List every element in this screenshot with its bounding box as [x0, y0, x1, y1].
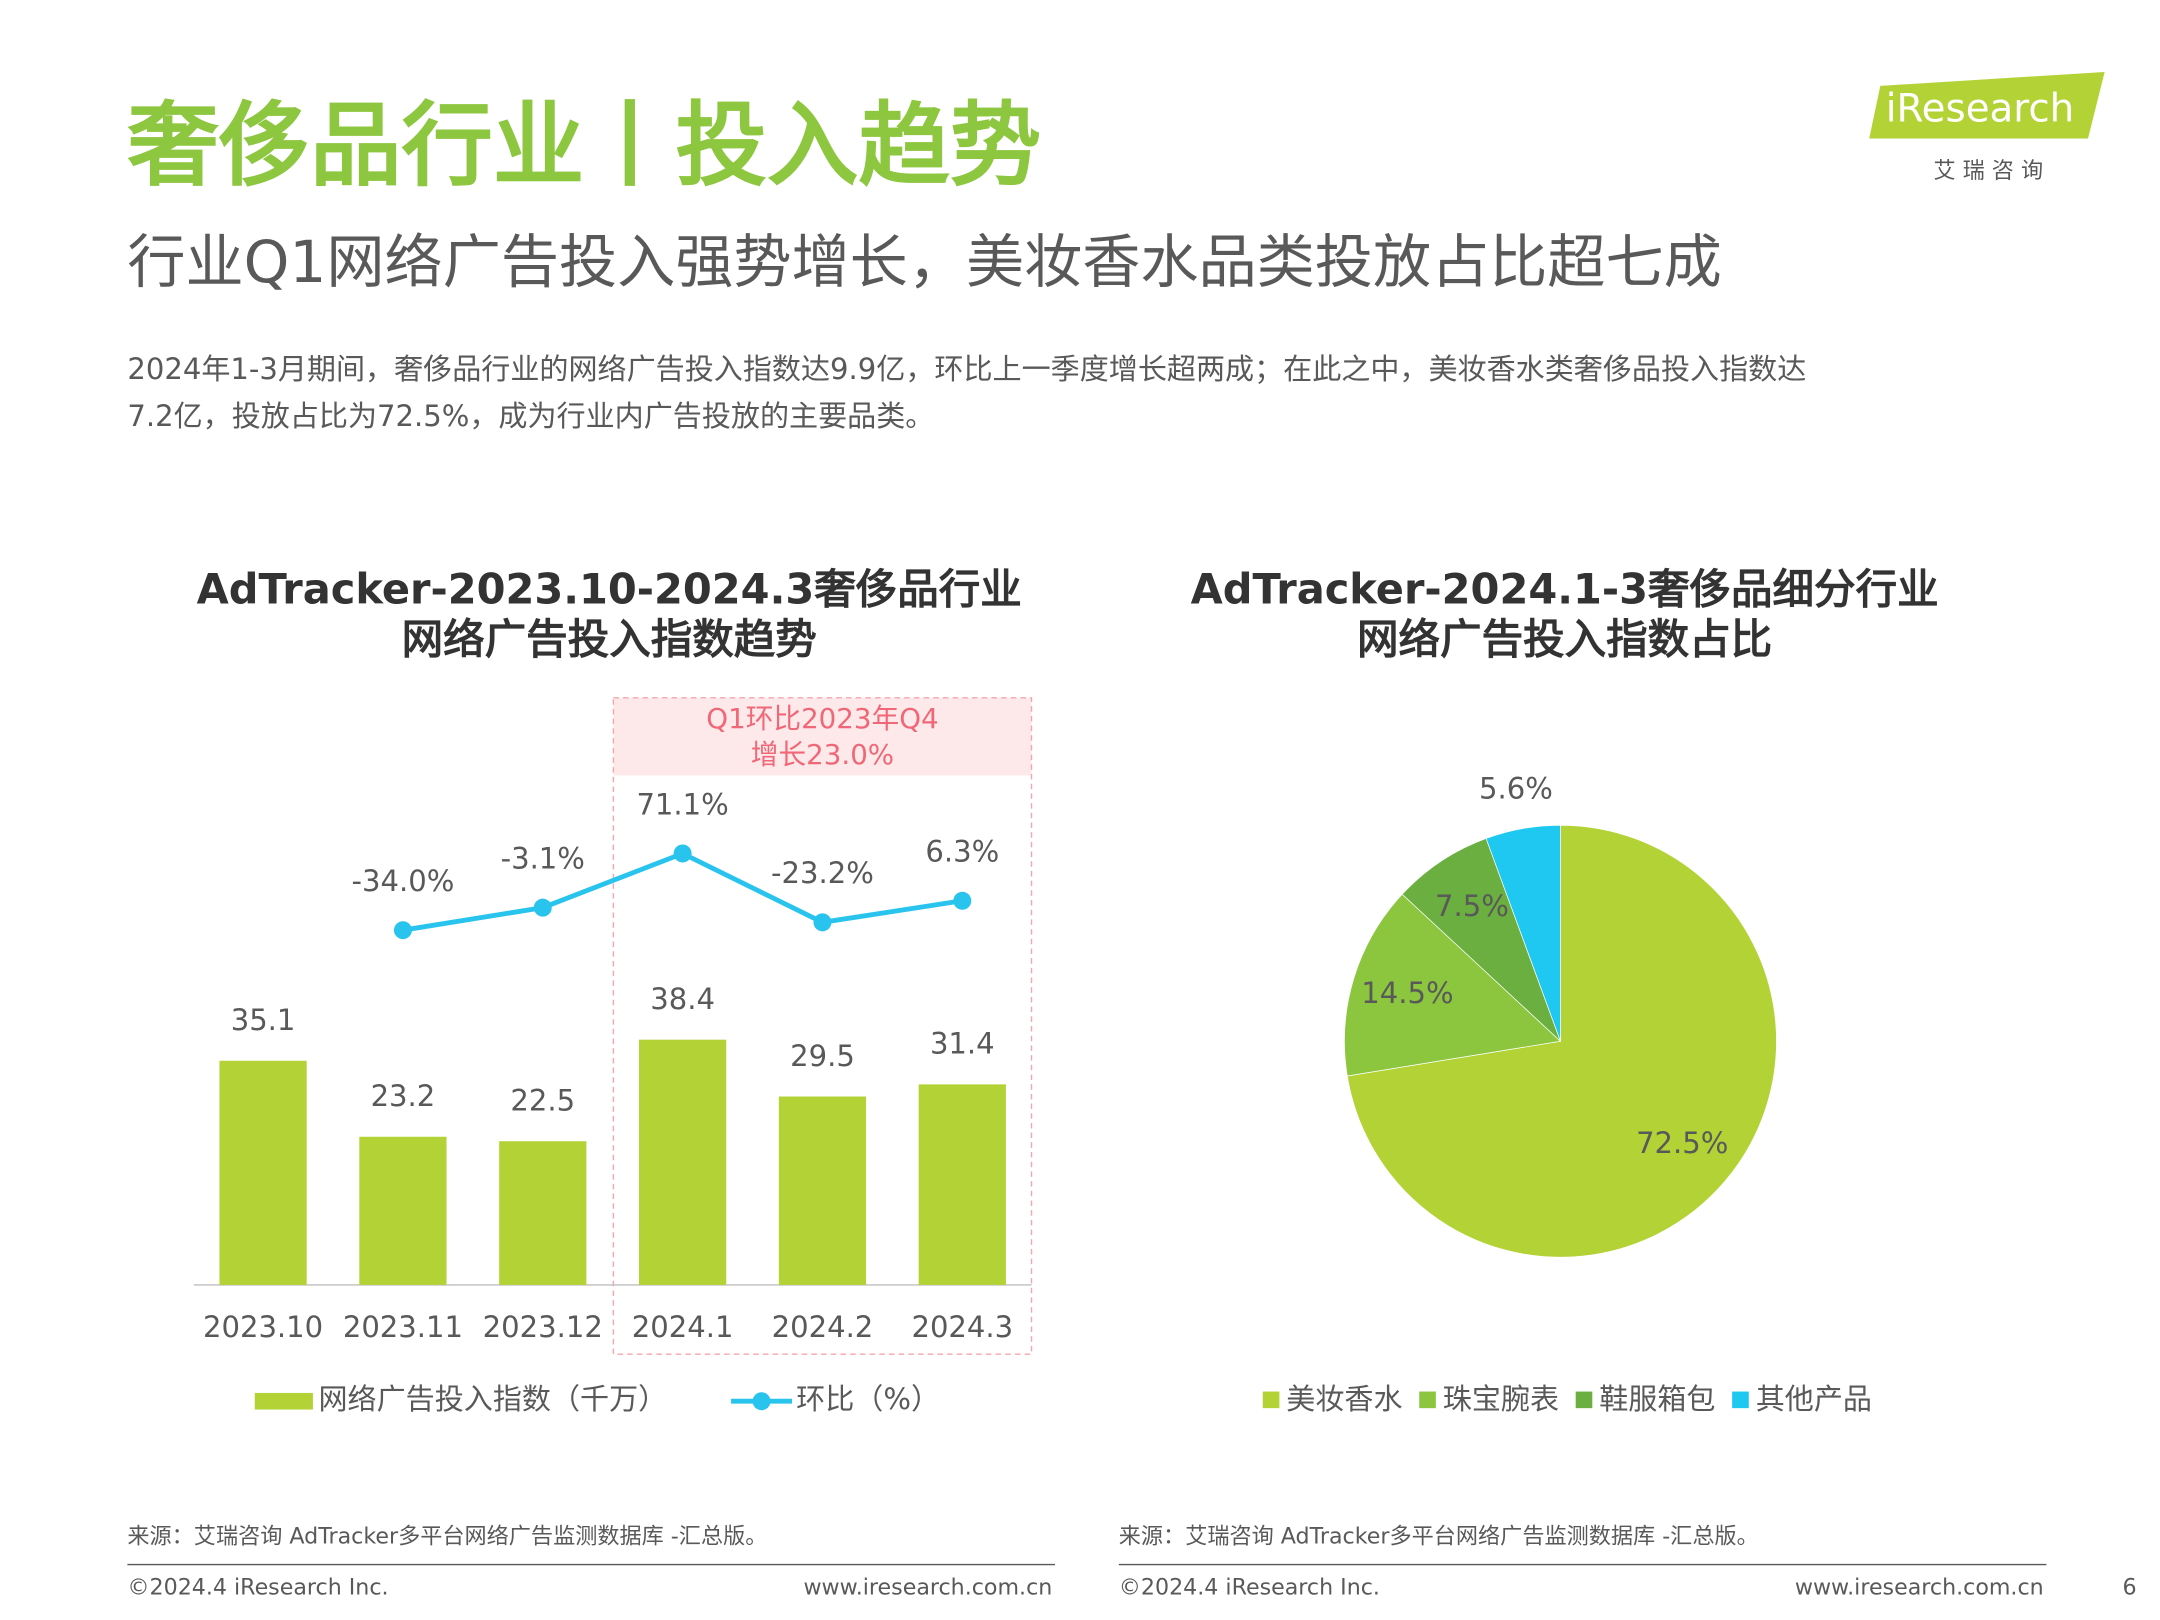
pie-slice	[1485, 824, 1561, 1042]
bar	[918, 1084, 1006, 1285]
x-tick-label: 2023.11	[343, 1310, 463, 1344]
annotation: 增长23.0%	[751, 738, 894, 771]
legend-label: 环比（%）	[796, 1382, 940, 1416]
data-label: -23.2%	[771, 856, 874, 890]
subtitle: 行业Q1网络广告投入强势增长，美妆香水品类投放占比超七成	[127, 228, 1721, 296]
chart-title: 网络广告投入指数占比	[1357, 614, 1772, 663]
highlight-box	[612, 697, 1033, 1355]
annotation: Q1环比2023年Q4	[706, 702, 938, 735]
chart-title: AdTracker-2023.10-2024.3奢侈品行业	[197, 565, 1022, 614]
x-tick-label: 2024.1	[632, 1310, 734, 1344]
point	[393, 921, 412, 940]
url: www.iresearch.com.cn	[1795, 1575, 2044, 1601]
logo: iResearch	[1886, 86, 2075, 131]
data-label: 35.1	[231, 1003, 296, 1037]
chart-title: 网络广告投入指数趋势	[402, 614, 817, 663]
data-label: -3.1%	[501, 842, 585, 876]
legend-label: 鞋服箱包	[1599, 1382, 1715, 1416]
pie-slice	[1346, 824, 1777, 1258]
point	[953, 891, 972, 910]
page-number: 6	[2122, 1575, 2136, 1601]
bar	[359, 1136, 447, 1285]
data-label: 38.4	[650, 982, 715, 1016]
logo-bg	[1869, 72, 2105, 139]
x-tick-label: 2024.3	[911, 1310, 1013, 1344]
bar	[499, 1141, 587, 1285]
data-label: 71.1%	[636, 787, 728, 821]
data-label: 29.5	[790, 1039, 855, 1073]
body-line: 7.2亿，投放占比为72.5%，成为行业内广告投放的主要品类。	[127, 399, 934, 433]
data-label: 23.2	[371, 1079, 436, 1113]
data-label: 6.3%	[925, 835, 999, 869]
data-label: 72.5%	[1636, 1126, 1728, 1160]
annotation-bg	[613, 697, 1032, 776]
legend-marker	[1575, 1391, 1593, 1409]
point	[533, 898, 552, 917]
legend-marker	[1262, 1391, 1280, 1409]
data-label: 7.5%	[1435, 889, 1509, 923]
chart-title: AdTracker-2024.1-3奢侈品细分行业	[1191, 565, 1939, 614]
pie-slice	[1344, 893, 1562, 1077]
bar	[219, 1060, 307, 1285]
copyright: ©2024.4 iResearch Inc.	[127, 1575, 388, 1601]
source: 来源：艾瑞咨询 AdTracker多平台网络广告监测数据库 -汇总版。	[127, 1523, 767, 1549]
data-label: 31.4	[930, 1027, 995, 1061]
line	[402, 850, 963, 933]
url: www.iresearch.com.cn	[803, 1575, 1052, 1601]
x-tick-label: 2023.12	[483, 1310, 603, 1344]
x-tick-label: 2024.2	[772, 1310, 874, 1344]
bar	[639, 1039, 727, 1285]
point	[673, 844, 692, 863]
legend-marker	[1732, 1391, 1749, 1409]
source: 来源：艾瑞咨询 AdTracker多平台网络广告监测数据库 -汇总版。	[1119, 1523, 1759, 1549]
data-label: -34.0%	[352, 864, 455, 898]
point	[813, 913, 832, 932]
data-label: 14.5%	[1361, 976, 1453, 1010]
logo-sub: 艾 瑞 咨 询	[1933, 158, 2043, 184]
legend-label: 美妆香水	[1286, 1382, 1402, 1416]
legend-marker	[254, 1392, 313, 1410]
body-line: 2024年1-3月期间，奢侈品行业的网络广告投入指数达9.9亿，环比上一季度增长…	[127, 352, 1806, 386]
data-label: 22.5	[510, 1083, 575, 1117]
legend-marker	[752, 1392, 771, 1411]
legend-label: 网络广告投入指数（千万）	[318, 1382, 667, 1416]
legend-label: 珠宝腕表	[1443, 1382, 1559, 1416]
data-label: 5.6%	[1479, 771, 1553, 805]
bar	[778, 1096, 867, 1285]
x-tick-label: 2023.10	[203, 1310, 323, 1344]
copyright: ©2024.4 iResearch Inc.	[1119, 1575, 1380, 1601]
pie-slice	[1401, 837, 1561, 1042]
title: 奢侈品行业丨投入趋势	[127, 92, 1041, 199]
legend-label: 其他产品	[1756, 1382, 1872, 1416]
legend-marker	[1419, 1391, 1436, 1409]
